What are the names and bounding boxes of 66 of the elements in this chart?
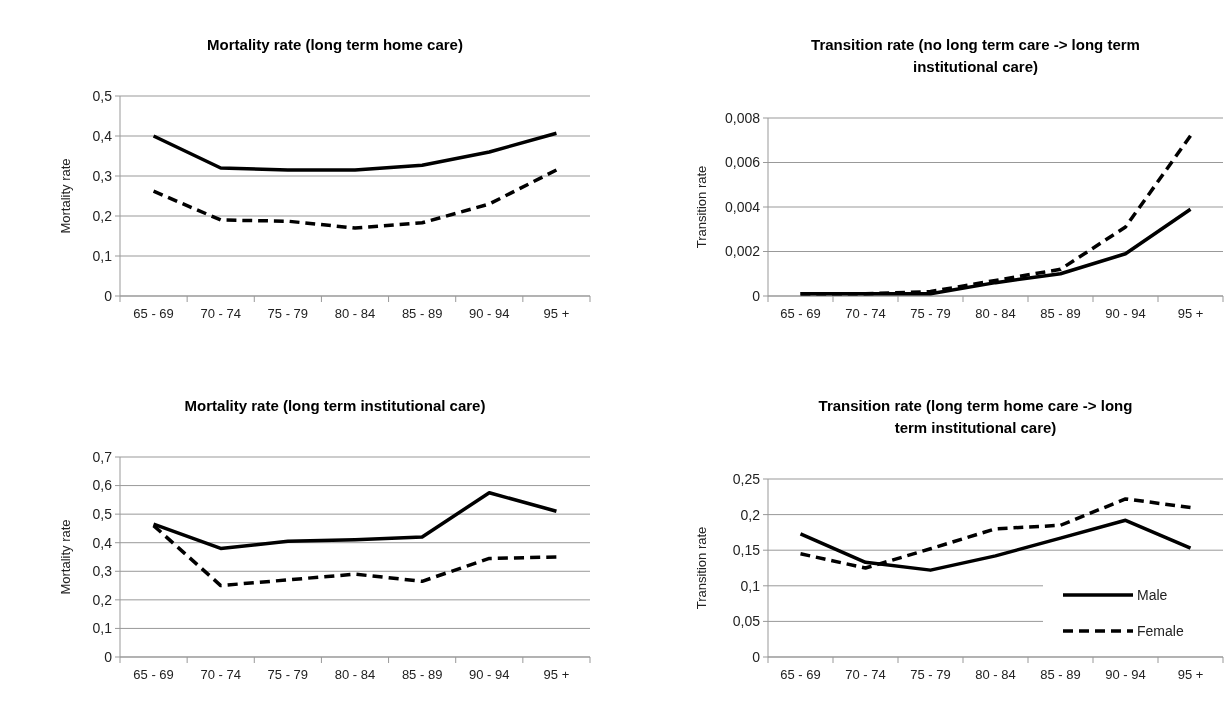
x-tick-label: 80 - 84 (975, 667, 1016, 682)
y-tick-label: 0,15 (732, 542, 761, 559)
y-axis-title: Transition rate (694, 526, 709, 610)
x-tick-label: 70 - 74 (200, 667, 241, 682)
y-tick-label: 0,4 (92, 534, 113, 551)
y-tick-label: 0,1 (92, 247, 113, 264)
y-tick-label: 0,004 (724, 198, 761, 215)
line-series (151, 168, 559, 230)
y-tick-label: 0,2 (92, 591, 113, 608)
x-tick-label: 75 - 79 (267, 306, 309, 321)
y-axis-title: Mortality rate (58, 158, 73, 234)
x-tick-label: 85 - 89 (401, 667, 443, 682)
y-tick-label: 0,7 (92, 448, 113, 465)
x-tick-label: 80 - 84 (334, 306, 376, 321)
legend-label: Female (1137, 622, 1184, 639)
x-tick-label: 85 - 89 (401, 306, 443, 321)
x-tick-label: 95 + (543, 667, 570, 682)
x-tick-label: 75 - 79 (267, 667, 309, 682)
y-axis-title: Mortality rate (58, 519, 73, 595)
y-tick-label: 0 (104, 287, 113, 304)
line-series (151, 131, 559, 172)
chart-title: Mortality rate (long term institutional care) (184, 397, 486, 414)
x-tick-label: 65 - 69 (133, 667, 174, 682)
x-tick-label: 65 - 69 (780, 667, 821, 682)
x-tick-label: 95 + (1177, 306, 1204, 321)
y-tick-label: 0 (752, 648, 761, 665)
x-tick-label: 75 - 79 (910, 667, 951, 682)
x-tick-label: 65 - 69 (133, 306, 174, 321)
y-tick-label: 0,05 (732, 613, 761, 630)
x-tick-label: 90 - 94 (1105, 306, 1146, 321)
legend-label: Male (1137, 586, 1168, 603)
line-series (798, 497, 1193, 570)
y-tick-label: 0,008 (724, 109, 761, 126)
x-tick-label: 85 - 89 (1040, 306, 1081, 321)
x-tick-label: 70 - 74 (845, 306, 886, 321)
chart-title: Mortality rate (long term home care) (207, 36, 463, 53)
x-tick-label: 85 - 89 (1040, 667, 1081, 682)
y-tick-label: 0,006 (724, 154, 761, 171)
y-tick-label: 0,25 (732, 470, 761, 487)
x-tick-label: 95 + (543, 306, 570, 321)
y-tick-label: 0,6 (92, 477, 113, 494)
chart-title: Transition rate (long term home care -> long term institutional care) (818, 397, 1133, 436)
x-tick-label: 65 - 69 (780, 306, 821, 321)
y-tick-label: 0,1 (92, 620, 113, 637)
x-tick-label: 75 - 79 (910, 306, 951, 321)
y-tick-label: 0 (104, 648, 113, 665)
y-tick-label: 0,3 (92, 563, 113, 580)
x-tick-label: 80 - 84 (975, 306, 1016, 321)
y-tick-label: 0,2 (740, 506, 761, 523)
x-tick-label: 95 + (1177, 667, 1204, 682)
y-tick-label: 0,3 (92, 167, 113, 184)
x-tick-label: 70 - 74 (200, 306, 241, 321)
x-tick-label: 90 - 94 (1105, 667, 1146, 682)
x-tick-label: 90 - 94 (469, 667, 510, 682)
y-tick-label: 0,5 (92, 506, 113, 523)
y-tick-label: 0 (752, 287, 761, 304)
y-axis-title: Transition rate (694, 165, 709, 249)
y-tick-label: 0,2 (92, 207, 113, 224)
y-tick-label: 0,1 (740, 577, 761, 594)
x-tick-label: 90 - 94 (469, 306, 510, 321)
y-tick-label: 0,002 (724, 243, 761, 260)
x-tick-label: 80 - 84 (334, 667, 376, 682)
y-tick-label: 0,4 (92, 127, 113, 144)
chart-title: Transition rate (no long term care -> long term institutional care) (811, 36, 1140, 75)
y-tick-label: 0,5 (92, 87, 113, 104)
x-tick-label: 70 - 74 (845, 667, 886, 682)
